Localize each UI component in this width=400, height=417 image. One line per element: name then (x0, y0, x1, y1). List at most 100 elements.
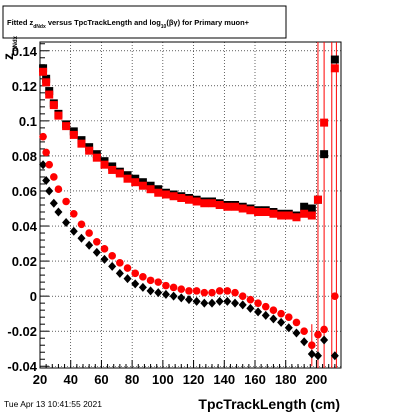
square-marker (192, 197, 201, 206)
diamond-marker (208, 298, 216, 308)
diamond-marker (123, 274, 132, 284)
timestamp: Tue Apr 13 10:41:55 2021 (4, 399, 102, 409)
circle-marker (269, 306, 278, 314)
y-tick-label: 0 (30, 289, 37, 304)
x-tick-label: 120 (183, 372, 205, 387)
circle-marker (42, 148, 50, 157)
diamond-marker (154, 288, 163, 298)
diamond-marker (238, 300, 247, 310)
circle-marker (314, 330, 322, 339)
square-marker (261, 208, 270, 217)
circle-marker (238, 292, 247, 300)
square-marker (131, 178, 140, 187)
circle-marker (300, 327, 308, 335)
square-marker (223, 202, 232, 211)
x-axis-title: TpcTrackLength (cm) (198, 396, 340, 412)
circle-marker (69, 209, 78, 218)
y-tick-label: 0.1 (19, 114, 37, 129)
diamond-marker (313, 351, 322, 361)
circle-marker (246, 295, 255, 304)
diamond-marker (131, 279, 140, 289)
y-tick-label: 0.02 (12, 254, 37, 269)
plot-frame (39, 41, 342, 369)
circle-marker (131, 269, 140, 278)
title-part-subscript: dNdx (33, 24, 46, 30)
circle-marker (93, 238, 101, 246)
diamond-marker (292, 328, 301, 338)
diamond-marker (62, 218, 71, 228)
circle-marker (162, 281, 170, 290)
diamond-marker (77, 233, 86, 243)
square-marker (85, 146, 94, 155)
diamond-marker (284, 323, 293, 333)
y-tick-label: 0.04 (12, 219, 38, 234)
diamond-marker (215, 296, 224, 306)
circle-marker (62, 197, 70, 206)
circle-marker (100, 245, 109, 253)
circle-marker (39, 132, 47, 141)
square-marker (238, 204, 247, 213)
diamond-marker (192, 296, 201, 306)
x-tick-label: 200 (306, 372, 328, 387)
square-marker (330, 64, 339, 73)
diamond-marker (254, 307, 263, 317)
y-tick-label: -0.04 (7, 359, 37, 374)
circle-marker (45, 160, 54, 169)
circle-marker (50, 173, 58, 181)
diamond-marker (184, 295, 193, 305)
diamond-marker (300, 337, 309, 347)
diamond-marker (100, 254, 109, 264)
title-part-log-base: 10 (161, 24, 167, 30)
diamond-marker (246, 303, 255, 313)
square-marker (177, 193, 186, 202)
circle-marker (254, 299, 262, 307)
diamond-marker (177, 293, 186, 303)
circle-marker (192, 287, 201, 295)
x-tick-label: 180 (275, 372, 297, 387)
square-marker (123, 174, 132, 183)
diamond-marker (138, 282, 147, 292)
square-marker (254, 208, 263, 217)
square-marker (154, 188, 163, 197)
diamond-marker (54, 207, 63, 217)
diamond-marker (39, 160, 48, 170)
circle-marker (200, 288, 209, 297)
square-marker (62, 122, 71, 131)
y-axis-title-main: z (0, 53, 16, 60)
diamond-marker (45, 186, 54, 196)
error-bars (311, 42, 337, 368)
square-marker (200, 199, 209, 208)
tick-labels: 20 40 60 80 100 120 140 160 180 200 -0.04 -0.02 0 0.0… (7, 44, 327, 387)
square-marker (208, 199, 216, 208)
square-marker (39, 67, 48, 76)
square-marker (320, 150, 329, 159)
diamond-marker (49, 198, 58, 208)
square-marker (49, 101, 58, 110)
title-part-end: (βγ) for Primary muon+ (166, 18, 249, 27)
circle-marker (277, 309, 285, 318)
diamond-marker (69, 226, 78, 236)
square-marker (313, 195, 322, 204)
diamond-marker (231, 298, 240, 308)
square-marker (215, 201, 224, 209)
x-tick-label: 160 (244, 372, 266, 387)
square-marker (115, 169, 124, 178)
y-tick-label: 0.12 (12, 79, 37, 94)
diamond-marker (146, 286, 155, 296)
diamond-marker (92, 247, 101, 257)
x-tick-label: 140 (213, 372, 235, 387)
y-tick-label: 0.14 (12, 44, 38, 59)
title-part-main: Fitted z (7, 18, 33, 27)
circle-marker (116, 259, 124, 267)
square-marker (146, 185, 155, 194)
x-tick-label: 80 (125, 372, 139, 387)
circle-marker (169, 283, 178, 292)
diamond-marker (269, 314, 278, 324)
square-marker (77, 139, 86, 148)
square-marker (320, 118, 329, 127)
square-marker (42, 78, 51, 87)
circle-marker (208, 288, 216, 297)
diamond-marker (261, 310, 270, 320)
diamond-marker (161, 289, 170, 299)
